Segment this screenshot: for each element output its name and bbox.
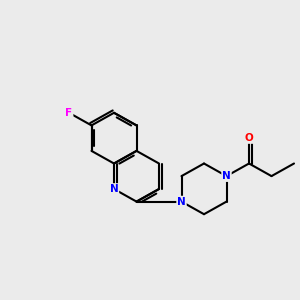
Text: N: N [177, 196, 186, 207]
Text: N: N [222, 171, 231, 181]
Text: N: N [110, 184, 118, 194]
Text: F: F [65, 108, 73, 118]
Text: O: O [244, 133, 253, 143]
